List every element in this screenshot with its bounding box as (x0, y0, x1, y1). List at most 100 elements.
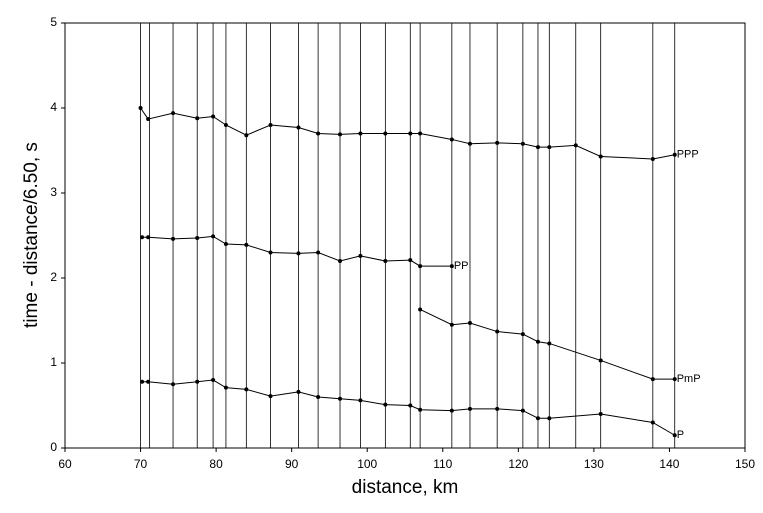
phase-pick (520, 332, 525, 337)
phase-pick (449, 264, 454, 269)
phase-pick (449, 322, 454, 327)
phase-pick (495, 329, 500, 334)
x-tick-label: 120 (508, 457, 528, 471)
phase-pick (146, 117, 151, 122)
phase-pick (535, 339, 540, 344)
phase-pick (672, 152, 677, 157)
phase-pick (547, 341, 552, 346)
phase-pick (244, 133, 249, 138)
phase-pick (547, 416, 552, 421)
phase-pick (244, 242, 249, 247)
phase-pick (408, 258, 413, 263)
phase-pick (418, 307, 423, 312)
phase-pick (650, 377, 655, 382)
phase-pick (449, 408, 454, 413)
phase-pick (268, 250, 273, 255)
y-tick-label: 0 (50, 440, 57, 454)
x-tick-label: 130 (584, 457, 604, 471)
y-axis-title: time - distance/6.50, s (21, 142, 42, 328)
phase-pick (495, 140, 500, 145)
phase-line (140, 107, 675, 160)
phase-pick (268, 394, 273, 399)
y-tick-label: 5 (50, 15, 57, 29)
phase-pick (418, 131, 423, 136)
phase-pick (358, 253, 363, 258)
phase-pick (449, 137, 454, 142)
phase-pick (650, 420, 655, 425)
phase-pick (535, 416, 540, 421)
phase-pick (520, 408, 525, 413)
phase-label: P (677, 429, 684, 441)
x-tick-label: 80 (209, 457, 223, 471)
phase-pick (195, 379, 200, 384)
y-tick-label: 4 (50, 100, 57, 114)
phase-pick (195, 236, 200, 241)
phase-pick (383, 131, 388, 136)
phase-pick (547, 145, 552, 150)
phase-pick (140, 235, 145, 240)
phase-pick (138, 106, 143, 110)
phase-line (142, 379, 675, 436)
x-tick-label: 70 (134, 457, 148, 471)
x-tick-label: 60 (58, 457, 72, 471)
phase-line (419, 308, 675, 380)
phase-pick (535, 145, 540, 150)
phase-pick (223, 242, 228, 246)
y-tick-label: 3 (50, 185, 57, 199)
phase-label: PPP (677, 149, 699, 161)
phase-pick (495, 406, 500, 411)
phase-label: PmP (677, 373, 701, 385)
phase-pick (467, 406, 472, 411)
phase-pick (296, 251, 301, 256)
phase-pick (672, 377, 677, 382)
phase-pick (171, 382, 176, 387)
phase-pick (223, 385, 228, 390)
phase-line (142, 235, 452, 267)
phase-pick (296, 125, 301, 130)
x-tick-label: 90 (285, 457, 299, 471)
phase-pick (211, 378, 216, 382)
plot-frame (64, 22, 746, 449)
phase-pick (171, 111, 176, 116)
phase-pick (418, 264, 423, 269)
x-axis-title: distance, km (352, 477, 459, 498)
x-tick-label: 100 (357, 457, 377, 471)
phase-pick (467, 141, 472, 146)
phase-pick (296, 389, 301, 394)
x-tick-label: 110 (433, 457, 452, 471)
y-tick-label: 1 (50, 355, 57, 369)
phase-pick (316, 250, 321, 255)
phase-pick (171, 236, 176, 241)
phase-pick (408, 403, 413, 408)
phase-pick (316, 131, 321, 136)
phase-pick (338, 259, 343, 263)
x-tick-label: 140 (659, 457, 679, 471)
phase-pick (211, 234, 216, 239)
phase-label: PP (454, 260, 469, 272)
phase-pick (418, 407, 423, 412)
phase-pick (195, 116, 200, 121)
phase-pick (146, 235, 151, 240)
phase-pick (408, 131, 413, 136)
phase-pick (598, 358, 603, 363)
phase-pick (467, 321, 472, 326)
phase-pick (650, 157, 655, 161)
phase-pick (598, 154, 603, 159)
phase-pick (358, 131, 363, 136)
x-tick-label: 150 (735, 457, 755, 471)
phase-pick (598, 412, 603, 416)
phase-pick (140, 379, 145, 384)
phase-pick (244, 387, 249, 392)
y-tick-label: 2 (50, 270, 57, 284)
phase-pick (358, 398, 363, 403)
phase-pick (211, 114, 216, 119)
phase-pick (316, 395, 321, 399)
phase-pick (338, 132, 343, 137)
phase-pick (268, 123, 273, 127)
phase-pick (573, 143, 578, 148)
phase-pick (383, 402, 388, 407)
phase-pick (383, 259, 388, 263)
phase-pick (520, 141, 525, 146)
phase-pick (146, 379, 151, 384)
